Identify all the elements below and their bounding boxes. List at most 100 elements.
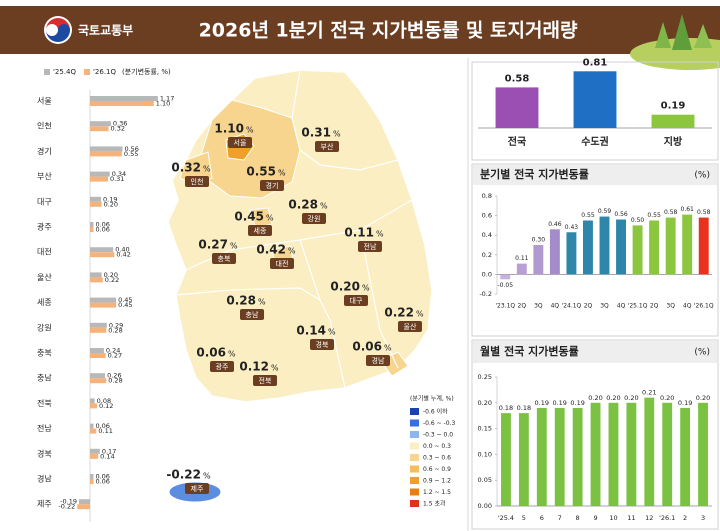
map-value: 0.32 xyxy=(171,161,201,175)
bar xyxy=(608,402,619,506)
bar xyxy=(90,146,123,152)
map-value: 0.28 xyxy=(288,198,318,212)
value-label: 0.55 xyxy=(124,150,138,158)
map-region-tag xyxy=(398,321,422,332)
map-region-tag xyxy=(185,483,209,494)
x-tick-label: 4Q xyxy=(551,303,560,310)
map-region-name: 충남 xyxy=(246,310,259,319)
value-label: 0.19 xyxy=(535,399,549,407)
bar xyxy=(90,474,94,479)
value-label: 0.61 xyxy=(681,206,695,213)
map-value: 0.22 xyxy=(384,306,414,320)
x-tick-label: 3Q xyxy=(666,303,675,310)
bar xyxy=(90,171,110,177)
map-legend-swatch xyxy=(410,419,419,427)
value-label: 0.20 xyxy=(104,271,118,279)
y-tick-label: 0.2 xyxy=(482,251,492,259)
x-tick-label: 2Q xyxy=(650,303,659,310)
map-unit: % xyxy=(328,328,336,337)
map-legend-title: (분기별 누계, %) xyxy=(410,395,454,403)
x-tick-label: 5 xyxy=(522,514,526,522)
panel-title: 월별 전국 지가변동률 xyxy=(480,344,579,358)
y-tick-label: 0.05 xyxy=(478,476,492,484)
ministry-name: 국토교통부 xyxy=(78,23,133,38)
y-tick-label: 0.10 xyxy=(478,450,492,458)
map-value: 0.31 xyxy=(301,126,331,140)
category-label: 대전 xyxy=(37,247,52,257)
panel-title: 분기별 전국 지가변동률 xyxy=(480,167,589,181)
value-label: 0.40 xyxy=(115,246,129,254)
bar xyxy=(90,373,106,379)
value-label: 0.06 xyxy=(95,473,109,481)
value-label: 0.20 xyxy=(588,394,602,402)
bar xyxy=(90,322,107,328)
value-label: 0.20 xyxy=(606,394,620,402)
map-value: 0.20 xyxy=(330,280,360,294)
map-legend-label: -0.6 이하 xyxy=(423,408,448,416)
x-tick-label: 2 xyxy=(683,514,687,522)
value-label: 0.20 xyxy=(624,394,638,402)
bar xyxy=(626,402,637,506)
bar xyxy=(90,176,108,182)
value-label: 0.36 xyxy=(113,120,127,128)
x-tick-label: 6 xyxy=(540,514,544,522)
y-tick-label: 0.0 xyxy=(482,270,492,278)
map-region-tag xyxy=(185,176,209,187)
bar xyxy=(90,302,117,308)
bar xyxy=(90,453,99,459)
map-region-name: 대전 xyxy=(276,259,289,268)
legend-swatch xyxy=(84,69,90,75)
category-label: 광주 xyxy=(37,222,52,232)
bar xyxy=(90,403,97,409)
map-unit: % xyxy=(271,364,279,373)
bar xyxy=(566,232,577,275)
bar xyxy=(632,225,643,275)
x-tick-label: 4Q xyxy=(617,303,626,310)
bar xyxy=(78,499,90,505)
map-unit: % xyxy=(246,126,254,135)
map-region-tag xyxy=(366,355,390,366)
value-label: 0.22 xyxy=(105,276,119,284)
category-label: 세종 xyxy=(37,298,52,307)
map-region-name: 경북 xyxy=(316,340,329,349)
bar xyxy=(90,272,102,278)
bar xyxy=(90,222,94,227)
bar xyxy=(536,407,547,506)
bar xyxy=(90,479,94,484)
x-tick-label: '25.4 xyxy=(498,514,514,522)
x-tick-label: 지방 xyxy=(664,135,683,148)
value-label: 0.06 xyxy=(95,221,109,229)
panel-title-bg xyxy=(473,341,717,363)
map-unit: % xyxy=(203,165,211,174)
category-label: 전남 xyxy=(37,423,52,433)
map-legend-swatch xyxy=(410,408,419,415)
map-region-name: 제주 xyxy=(191,485,204,493)
map-region-tag xyxy=(240,309,264,320)
x-tick-label: '26.1 xyxy=(659,514,675,522)
bar xyxy=(90,252,115,258)
map-region-name: 부산 xyxy=(321,142,334,151)
map-unit: % xyxy=(228,350,236,359)
map-legend-label: 0.6 ~ 0.9 xyxy=(423,466,451,473)
bar xyxy=(495,87,539,128)
map-value: 0.06 xyxy=(352,340,382,354)
x-tick-label: 2Q xyxy=(584,303,593,310)
legend-label: '25.4Q xyxy=(53,68,77,76)
bar xyxy=(90,151,122,157)
value-label: 0.59 xyxy=(598,208,612,215)
y-tick-label: 0.20 xyxy=(478,399,492,407)
bar xyxy=(533,245,544,275)
category-label: 제주 xyxy=(37,500,52,509)
category-label: 경남 xyxy=(37,474,52,484)
map-region-tag xyxy=(315,141,339,152)
map-value: 0.45 xyxy=(234,210,264,224)
bar xyxy=(680,407,691,506)
category-label: 경북 xyxy=(37,448,52,458)
map-legend-label: 0.3 ~ 0.6 xyxy=(423,455,451,462)
bar xyxy=(682,214,693,275)
value-label: 0.06 xyxy=(95,422,109,430)
map-value: 0.14 xyxy=(296,324,326,338)
panel-frame xyxy=(471,339,719,530)
value-label: 0.20 xyxy=(660,394,674,402)
x-tick-label: 8 xyxy=(576,514,580,522)
